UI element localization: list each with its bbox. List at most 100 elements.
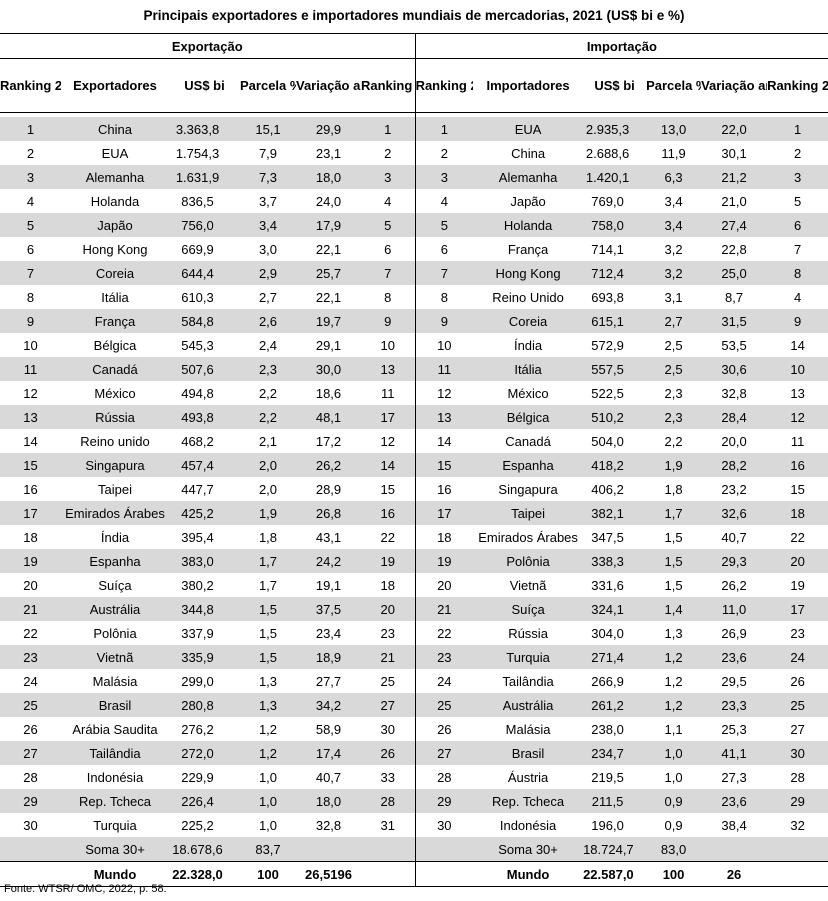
table-row: 8 Itália 610,3 2,7 22,1 8 8 Reino Unido 693,8 3,1… [0,285,828,309]
export-cell-share: 15,1 [240,117,296,141]
import-cell-change: 32,8 [721,385,747,401]
import-cell-share: 1,2 [664,673,683,689]
section-header-row: Exportação Importação [0,33,828,59]
section-import: Importação [414,33,828,59]
export-cell-rank-2021: 23 [0,645,61,669]
import-cell-usd-bi: 261,2 [583,693,647,717]
export-cell-usd-bi: 395,4 [181,529,214,545]
export-cell-country: Hong Kong [82,241,148,257]
table-row: 29 Rep. Tcheca 226,4 1,0 18,0 28 29 Rep. Tcheca… [0,789,828,813]
export-cell-usd-bi: 493,8 [169,405,240,429]
export-cell-share: 1,3 [240,693,296,717]
export-cell-rank-2021: 30 [23,817,38,833]
import-cell-country: Austrália [473,693,584,717]
export-cell-share: 1,5 [240,645,296,669]
export-cell-change: 40,7 [315,769,342,785]
export-cell-share: 2,4 [258,337,278,353]
export-cell-rank-2021: 24 [23,673,38,689]
import-cell-rank-2021: 14 [414,429,474,453]
import-cell-usd-bi: 615,1 [583,309,647,333]
import-cell-usd-bi: 522,5 [591,385,624,401]
export-cell-change: 28,9 [315,481,342,497]
export-cell-rank-2020: 3 [361,165,416,189]
table-row: 11 Canadá 507,6 2,3 30,0 13 11 Itália 557,5 2,5 30… [0,357,828,381]
import-cell-share: 11,9 [661,145,686,161]
header-export-usd-bi: US$ bi [169,58,240,113]
import-cell-usd-bi: 266,9 [591,673,624,689]
export-cell-share: 1,3 [258,673,278,689]
import-cell-usd-bi: 324,1 [583,597,647,621]
table-row: 1 China 3.363,8 15,1 29,9 1 1 EUA 2.935,3 13,0 22,… [0,117,828,141]
import-sum-blank-3 [767,837,828,862]
import-world-blank [414,861,474,887]
import-cell-rank-2021: 18 [414,525,474,549]
export-cell-country: Emirados Árabes [61,501,169,525]
import-cell-country: Tailândia [502,673,554,689]
header-import-ranking-2021: Ranking 2021 [414,58,474,113]
import-cell-share: 1,1 [664,721,683,737]
export-cell-share: 2,3 [240,357,296,381]
export-cell-rank-2021: 1 [0,117,61,141]
export-cell-rank-2021: 17 [0,501,61,525]
import-cell-usd-bi: 572,9 [591,337,624,353]
import-cell-share: 1,5 [646,549,702,573]
import-cell-rank-2020: 4 [793,289,802,305]
import-cell-rank-2021: 7 [414,261,474,285]
export-cell-share: 2,2 [240,405,296,429]
export-cell-change: 17,2 [315,433,342,449]
export-cell-rank-2021: 16 [23,481,38,497]
export-world-blank [0,861,61,887]
export-cell-country: Reino unido [80,433,150,449]
export-cell-country: Arábia Saudita [72,721,158,737]
export-cell-share: 2,0 [240,453,296,477]
import-cell-change: 41,1 [701,741,768,765]
import-cell-share: 1,4 [646,597,702,621]
export-cell-rank-2020: 30 [380,721,396,737]
export-cell-usd-bi: 299,0 [181,673,214,689]
import-cell-usd-bi: 714,1 [591,241,624,257]
export-cell-rank-2020: 8 [384,289,392,305]
import-cell-rank-2020: 7 [793,241,802,257]
export-cell-rank-2020: 1 [361,117,416,141]
export-cell-change: 19,7 [296,309,361,333]
table-row: 26 Arábia Saudita 276,2 1,2 58,9 30 26 Malásia 2… [0,717,828,741]
export-cell-country: Coreia [61,261,169,285]
export-cell-country: França [61,309,169,333]
export-cell-rank-2020: 2 [384,145,392,161]
import-cell-share: 3,1 [664,289,683,305]
export-cell-usd-bi: 669,9 [181,241,214,257]
import-cell-country: Rússia [508,625,548,641]
table-row: 23 Vietnã 335,9 1,5 18,9 21 23 Turquia 271,4 1,2 2… [0,645,828,669]
export-cell-share: 2,1 [258,433,278,449]
header-export-share-pct: Parcela % [240,58,296,113]
import-cell-rank-2020: 28 [790,769,805,785]
export-cell-usd-bi: 344,8 [169,597,240,621]
export-cell-rank-2020: 17 [361,405,416,429]
export-cell-share: 7,9 [258,145,278,161]
table-row: 10 Bélgica 545,3 2,4 29,1 10 10 Índia 572,9 2,5 53… [0,333,828,357]
table-row: 25 Brasil 280,8 1,3 34,2 27 25 Austrália 261,2 1,… [0,693,828,717]
import-cell-country: Singapura [498,481,558,497]
import-cell-usd-bi: 418,2 [583,453,647,477]
export-cell-rank-2020: 31 [380,817,396,833]
import-cell-rank-2021: 20 [414,573,474,597]
table-row: 2 EUA 1.754,3 7,9 23,1 2 2 China 2.688,6 11,9 30,1… [0,141,828,165]
import-cell-rank-2020: 20 [767,549,828,573]
import-cell-change: 29,5 [721,673,747,689]
export-cell-country: Malásia [92,673,138,689]
import-sum-share: 83,0 [646,837,702,862]
export-cell-country: Holanda [90,193,140,209]
header-import-country: Importadores [473,58,584,113]
import-cell-change: 40,7 [721,529,747,545]
table-title: Principais exportadores e importadores m… [143,8,685,23]
import-cell-rank-2020: 30 [767,741,828,765]
import-cell-share: 1,7 [646,501,702,525]
import-cell-country: México [507,385,549,401]
import-cell-rank-2021: 27 [414,741,474,765]
export-cell-change: 22,1 [315,241,342,257]
export-cell-share: 1,0 [258,817,278,833]
import-cell-usd-bi: 557,5 [583,357,647,381]
export-cell-rank-2020: 10 [380,337,396,353]
import-world-value: 22.587,0 [583,861,647,887]
